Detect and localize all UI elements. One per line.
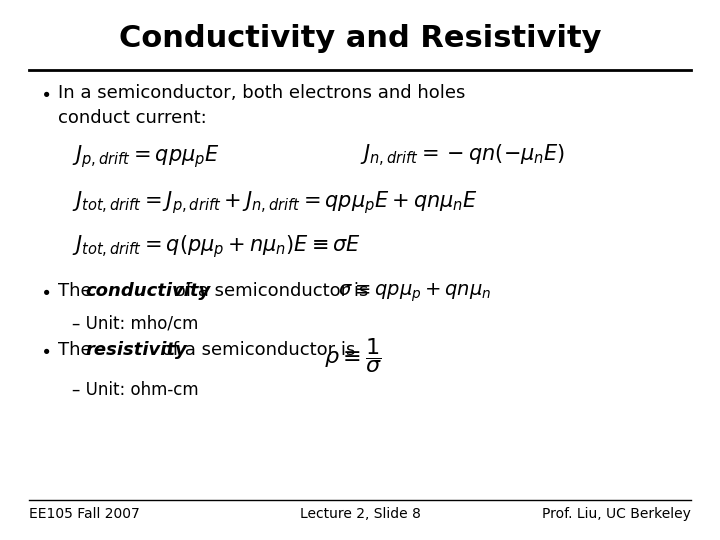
Text: resistivity: resistivity bbox=[85, 341, 186, 359]
Text: Lecture 2, Slide 8: Lecture 2, Slide 8 bbox=[300, 507, 420, 521]
Text: conductivity: conductivity bbox=[85, 282, 210, 300]
Text: $\bullet$: $\bullet$ bbox=[40, 341, 50, 359]
Text: – Unit: mho/cm: – Unit: mho/cm bbox=[72, 314, 199, 332]
Text: $J_{tot,drift} = q(p\mu_p + n\mu_n)E \equiv \sigma E$: $J_{tot,drift} = q(p\mu_p + n\mu_n)E \eq… bbox=[72, 233, 361, 260]
Text: Conductivity and Resistivity: Conductivity and Resistivity bbox=[119, 24, 601, 53]
Text: $\bullet$: $\bullet$ bbox=[40, 84, 50, 102]
Text: $J_{tot,drift} = J_{p,drift} + J_{n,drift} = qp\mu_p E + qn\mu_n E$: $J_{tot,drift} = J_{p,drift} + J_{n,drif… bbox=[72, 189, 478, 216]
Text: EE105 Fall 2007: EE105 Fall 2007 bbox=[29, 507, 140, 521]
Text: $\rho \equiv \dfrac{1}{\sigma}$: $\rho \equiv \dfrac{1}{\sigma}$ bbox=[324, 336, 382, 375]
Text: The: The bbox=[58, 341, 97, 359]
Text: Prof. Liu, UC Berkeley: Prof. Liu, UC Berkeley bbox=[542, 507, 691, 521]
Text: of a semiconductor is: of a semiconductor is bbox=[169, 282, 374, 300]
Text: – Unit: ohm-cm: – Unit: ohm-cm bbox=[72, 381, 199, 399]
Text: $\sigma \equiv qp\mu_p + qn\mu_n$: $\sigma \equiv qp\mu_p + qn\mu_n$ bbox=[338, 282, 492, 305]
Text: In a semiconductor, both electrons and holes
conduct current:: In a semiconductor, both electrons and h… bbox=[58, 84, 465, 127]
Text: $J_{p,drift} = qp\mu_p E$: $J_{p,drift} = qp\mu_p E$ bbox=[72, 143, 220, 170]
Text: of a semiconductor is: of a semiconductor is bbox=[156, 341, 361, 359]
Text: $\bullet$: $\bullet$ bbox=[40, 282, 50, 300]
Text: The: The bbox=[58, 282, 97, 300]
Text: $J_{n,drift} = -qn(-\mu_n E)$: $J_{n,drift} = -qn(-\mu_n E)$ bbox=[360, 143, 565, 170]
